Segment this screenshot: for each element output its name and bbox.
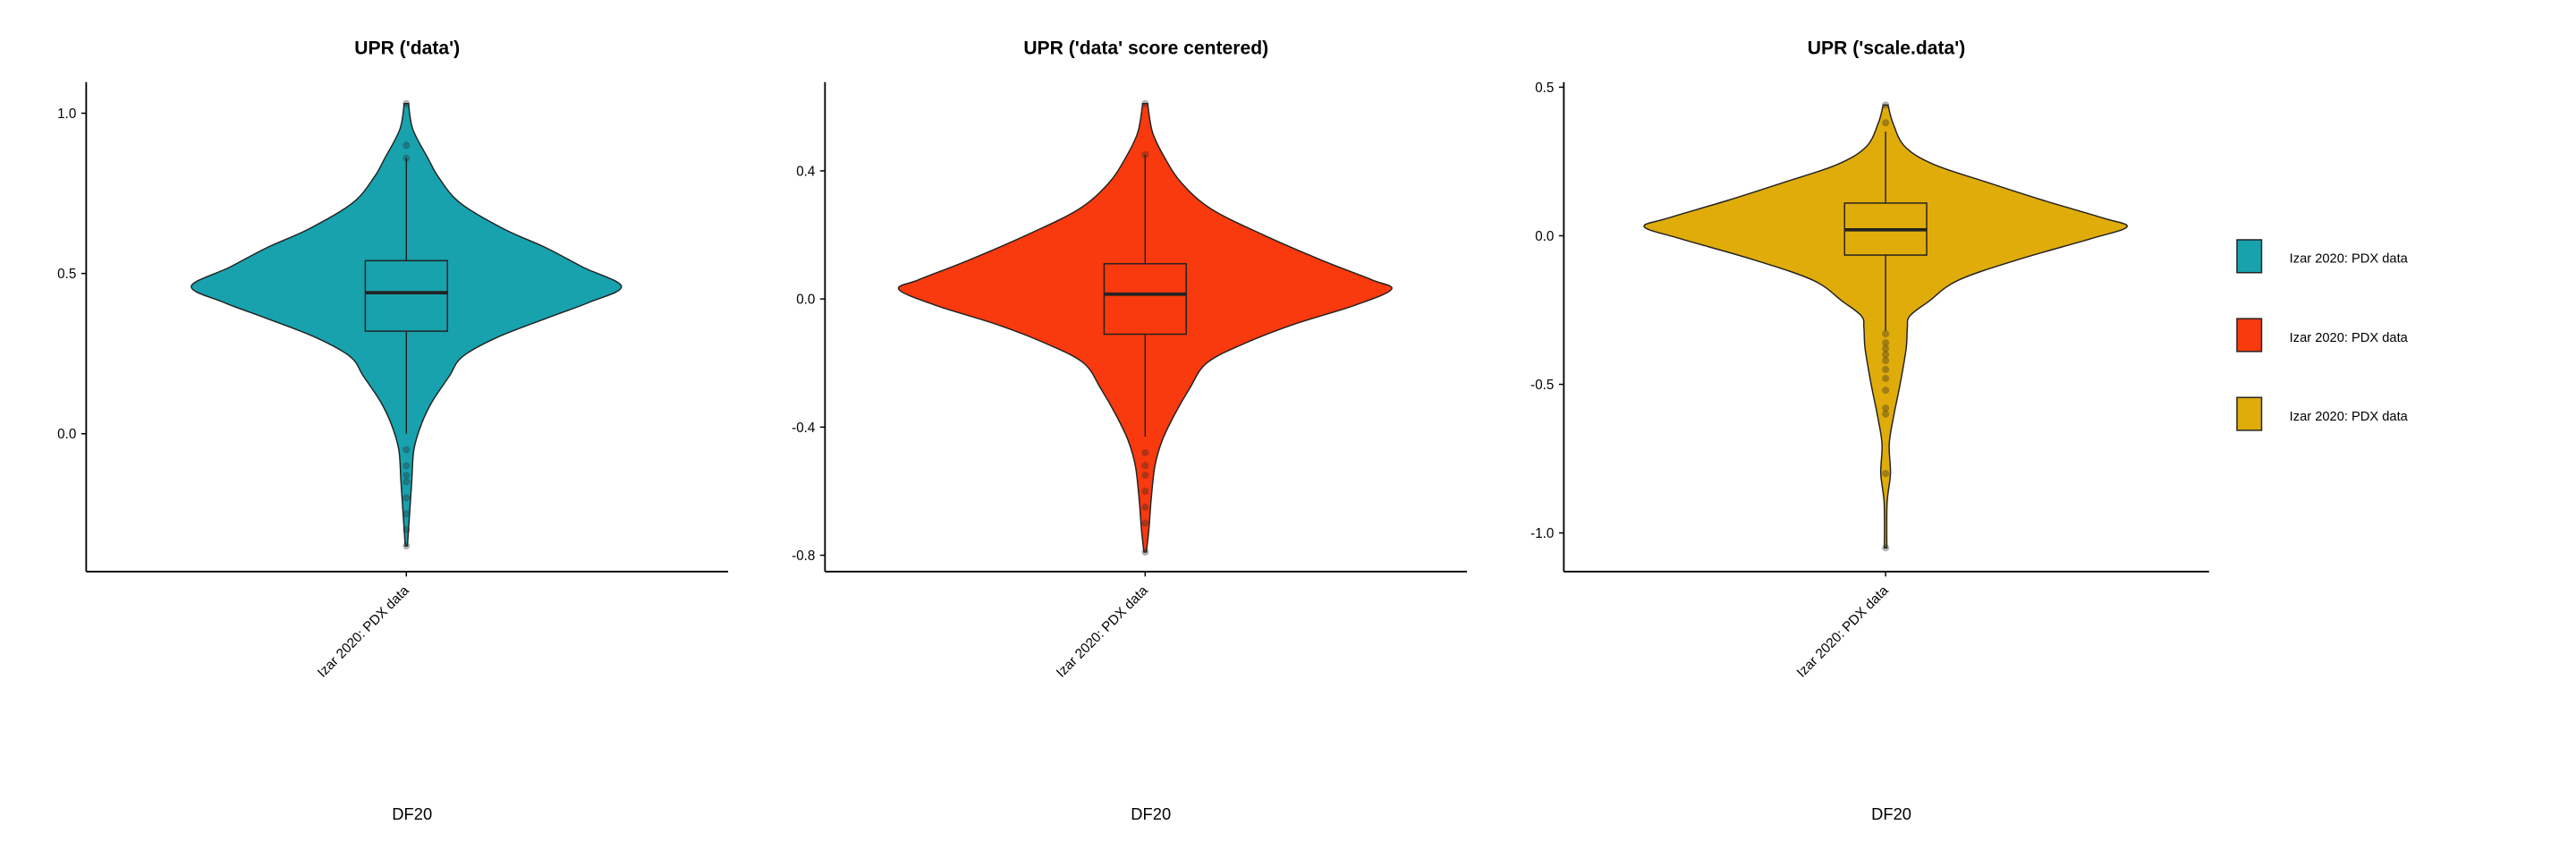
outlier-point [1882,339,1890,347]
outlier-point [1882,101,1890,109]
outlier-point [402,99,411,107]
chart-title: UPR ('data' score centered) [1023,38,1268,59]
outlier-point [1882,374,1890,382]
outlier-point [1882,351,1890,359]
outlier-point [1882,387,1890,395]
legend-label: Izar 2020: PDX data [2290,410,2409,424]
legend-key [2236,396,2263,431]
x-tick-label: Izar 2020: PDX data [1054,583,1151,680]
x-axis-label: DF20 [392,804,432,823]
x-tick-label: Izar 2020: PDX data [315,583,412,680]
y-tick-label: 0.0 [1535,229,1554,244]
outlier-point [1141,462,1149,470]
legend-label: Izar 2020: PDX data [2290,331,2409,345]
x-axis-label: DF20 [1131,804,1171,823]
outlier-point [402,526,411,534]
violin-shape [897,103,1393,553]
x-axis-label: DF20 [1871,804,1911,823]
x-tick-label: Izar 2020: PDX data [1794,583,1892,680]
outlier-point [1141,471,1149,480]
outlier-point [1141,487,1149,495]
outlier-point [402,462,411,470]
outlier-point [402,478,411,486]
y-tick-label: -0.4 [792,421,816,436]
outlier-point [1882,344,1890,353]
box [1103,263,1187,336]
legend-key [2236,318,2263,353]
outlier-point [402,446,411,454]
legend-key [2236,239,2263,274]
outlier-point [1882,119,1890,127]
y-tick-label: -0.5 [1530,378,1554,393]
outlier-point [402,472,411,480]
outlier-point [1141,519,1149,527]
outlier-point [1882,330,1890,338]
outlier-point [402,542,411,550]
legend-label: Izar 2020: PDX data [2290,252,2409,267]
outlier-point [1882,356,1890,365]
outlier-point [402,494,411,502]
panel-3: UPR ('scale.data') -1.0 -0.5 0.0 0.5 Izar 202… [1530,38,2209,823]
panel-2: UPR ('data' score centered) -0.8 -0.4 0.0 0.… [792,38,1468,823]
y-tick-label: 0.0 [57,427,76,442]
y-tick-label: 0.5 [57,267,76,282]
y-tick-label: -1.0 [1530,526,1554,541]
y-tick-label: 1.0 [57,106,76,122]
outlier-point [1141,448,1149,457]
outlier-point [1141,503,1149,511]
chart-title: UPR ('scale.data') [1808,38,1966,59]
outlier-point [1882,544,1890,552]
y-tick-label: 0.5 [1535,81,1554,96]
outlier-point [1882,410,1890,418]
chart-title: UPR ('data') [354,38,460,59]
legend: Izar 2020: PDX data Izar 2020: PDX data Iz… [2236,239,2409,431]
outlier-point [1882,404,1890,412]
outlier-point [1141,548,1149,556]
outlier-point [402,141,411,149]
outlier-point [1882,365,1890,373]
y-tick-label: 0.4 [796,164,816,179]
panel-1: UPR ('data') 0.0 0.5 1.0 Izar 2020: PDX data… [57,38,729,823]
y-tick-label: 0.0 [796,293,815,308]
outlier-point [1882,470,1890,478]
box [364,259,448,332]
outlier-point [402,510,411,518]
outlier-point [1141,99,1149,107]
y-tick-label: -0.8 [792,549,815,564]
violin-shape [191,103,623,547]
